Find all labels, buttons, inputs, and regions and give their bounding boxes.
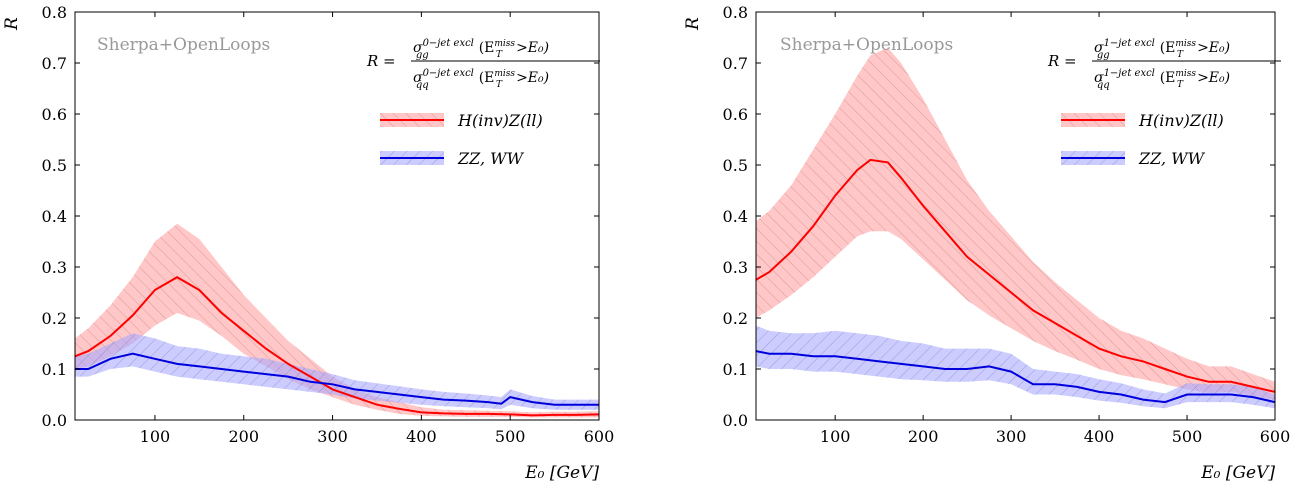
band-hatch-diboson (756, 325, 1275, 409)
y-axis-label: R (683, 17, 703, 31)
legend: H(inv)Z(ll) ZZ, WW (1061, 111, 1224, 168)
x-tick-label: 200 (228, 427, 259, 446)
ratio-formula: R = σ1−jet excl gg (Emiss T >E₀) σ1−jet excl… (1047, 38, 1281, 91)
y-tick-label: 0.6 (723, 105, 748, 124)
y-tick-label: 0.7 (723, 54, 748, 73)
x-tick-label: 200 (908, 427, 939, 446)
band-hatch-diboson (75, 333, 599, 410)
y-tick-label: 0.8 (723, 3, 748, 22)
y-tick-label: 0.3 (42, 258, 67, 277)
legend-label-diboson: ZZ, WW (457, 149, 525, 168)
band-hatch-higgs (75, 223, 599, 418)
y-axis-label: R (2, 17, 22, 31)
y-tick-label: 0.2 (42, 309, 67, 328)
formula-lhs: R = (1047, 52, 1077, 70)
y-tick-label: 0.0 (723, 411, 748, 430)
x-axis-label: E₀ [GeV] (524, 463, 599, 481)
y-tick-label: 0.5 (42, 156, 67, 175)
x-axis-label: E₀ [GeV] (1200, 463, 1275, 481)
axis-ticks: 100 200 300 400 500 600 0.0 0.1 0.2 0.3 0.4 0.5 0.6 0… (42, 3, 615, 446)
y-tick-label: 0.6 (42, 105, 67, 124)
formula-numerator: σ1−jet excl gg (Emiss T >E₀) (1094, 38, 1230, 61)
legend-label-higgs: H(inv)Z(ll) (457, 111, 543, 130)
legend-label-diboson: ZZ, WW (1138, 149, 1206, 168)
y-tick-label: 0.4 (42, 207, 67, 226)
axis-ticks: 100 200 300 400 500 600 0.0 0.1 0.2 0.3 0.4 0.5 0.6 0… (723, 3, 1291, 446)
formula-denominator: σ0−jet excl q̄q (Emiss T >E₀) (413, 68, 549, 91)
y-tick-label: 0.5 (723, 156, 748, 175)
left-chart-panel: 100 200 300 400 500 600 0.0 0.1 0.2 0.3 0.4 0.5 0.6 0… (2, 3, 614, 481)
series-lines (755, 158, 1276, 404)
x-tick-label: 300 (996, 427, 1027, 446)
x-tick-label: 400 (406, 427, 437, 446)
band-hatch-higgs (756, 47, 1275, 400)
x-tick-label: 600 (1260, 427, 1291, 446)
x-tick-label: 600 (584, 427, 615, 446)
watermark-text: Sherpa+OpenLoops (97, 35, 270, 55)
series-lines (74, 276, 600, 417)
right-chart-panel: 100 200 300 400 500 600 0.0 0.1 0.2 0.3 0.4 0.5 0.6 0… (683, 3, 1290, 481)
formula-denominator: σ1−jet excl q̄q (Emiss T >E₀) (1094, 68, 1230, 91)
formula-numerator: σ0−jet excl gg (Emiss T >E₀) (413, 38, 549, 61)
x-tick-label: 100 (140, 427, 171, 446)
y-tick-label: 0.3 (723, 258, 748, 277)
y-tick-label: 0.4 (723, 207, 748, 226)
formula-lhs: R = (366, 52, 396, 70)
y-tick-label: 0.0 (42, 411, 67, 430)
y-tick-label: 0.8 (42, 3, 67, 22)
uncertainty-bands (756, 47, 1275, 409)
x-tick-label: 500 (495, 427, 526, 446)
y-tick-label: 0.7 (42, 54, 67, 73)
line-higgs (74, 276, 600, 417)
legend-label-higgs: H(inv)Z(ll) (1138, 111, 1224, 130)
watermark-text: Sherpa+OpenLoops (780, 35, 953, 55)
x-tick-label: 300 (317, 427, 348, 446)
legend: H(inv)Z(ll) ZZ, WW (380, 111, 543, 168)
y-tick-label: 0.1 (723, 360, 748, 379)
line-diboson (75, 352, 599, 406)
y-tick-label: 0.2 (723, 309, 748, 328)
x-tick-label: 400 (1084, 427, 1115, 446)
line-higgs (755, 158, 1276, 393)
x-tick-label: 100 (820, 427, 851, 446)
ratio-formula: R = σ0−jet excl gg (Emiss T >E₀) σ0−jet excl… (366, 38, 600, 91)
line-diboson (755, 350, 1276, 404)
y-tick-label: 0.1 (42, 360, 67, 379)
x-tick-label: 500 (1172, 427, 1203, 446)
uncertainty-bands (75, 223, 599, 418)
